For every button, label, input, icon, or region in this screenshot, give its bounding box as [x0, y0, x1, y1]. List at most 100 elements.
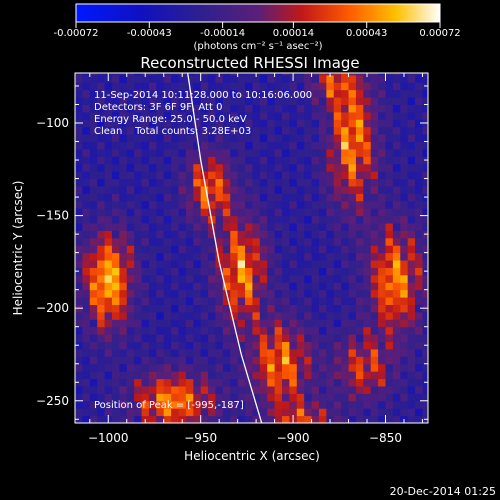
heatmap-cell: [415, 363, 423, 372]
heatmap-cell: [333, 267, 342, 276]
heatmap-cell: [82, 408, 91, 417]
heatmap-cell: [348, 274, 357, 283]
heatmap-cell: [245, 111, 253, 120]
heatmap-cell: [126, 141, 135, 150]
heatmap-cell: [378, 304, 386, 313]
heatmap-cell: [82, 134, 91, 143]
heatmap-cell: [237, 334, 246, 343]
heatmap-cell: [348, 73, 357, 76]
heatmap-cell: [370, 148, 379, 157]
heatmap-cell: [370, 385, 379, 394]
heatmap-cell: [237, 73, 246, 76]
heatmap-cell: [163, 119, 172, 128]
heatmap-cell: [378, 200, 386, 209]
heatmap-cell: [274, 415, 283, 423]
heatmap-cell: [222, 260, 231, 268]
heatmap-cell: [400, 400, 409, 409]
heatmap-cell: [318, 274, 327, 283]
heatmap-cell: [385, 223, 394, 231]
heatmap-cell: [267, 267, 276, 276]
heatmap-cell: [400, 274, 409, 283]
heatmap-cell: [311, 348, 320, 357]
heatmap-cell: [370, 111, 379, 120]
heatmap-cell: [259, 163, 268, 172]
info-line-clean: Clean Total counts: 3.28E+03: [94, 126, 251, 137]
heatmap-cell: [171, 385, 179, 394]
heatmap-cell: [370, 126, 379, 135]
heatmap-cell: [252, 200, 261, 209]
heatmap-cell: [141, 134, 150, 143]
heatmap-cell: [82, 215, 91, 224]
heatmap-cell: [296, 341, 305, 350]
heatmap-cell: [326, 356, 335, 365]
heatmap-cell: [318, 223, 327, 231]
heatmap-cell: [126, 119, 135, 128]
heatmap-cell: [355, 119, 364, 128]
heatmap-cell: [252, 171, 261, 180]
heatmap-cell: [385, 237, 394, 246]
heatmap-cell: [333, 341, 342, 350]
heatmap-cell: [104, 304, 113, 313]
heatmap-cell: [370, 260, 379, 268]
heatmap-cell: [200, 185, 209, 194]
heatmap-cell: [355, 393, 364, 402]
heatmap-cell: [281, 82, 290, 91]
heatmap-cell: [274, 200, 283, 209]
heatmap-cell: [148, 408, 157, 417]
heatmap-cell: [75, 393, 83, 402]
heatmap-cell: [75, 334, 83, 343]
heatmap-cell: [156, 297, 165, 305]
heatmap-cell: [415, 193, 423, 202]
heatmap-cell: [274, 82, 283, 91]
heatmap-cell: [385, 74, 394, 83]
heatmap-cell: [318, 74, 327, 83]
heatmap-cell: [370, 215, 379, 224]
heatmap-cell: [259, 260, 268, 268]
heatmap-cell: [215, 363, 224, 372]
heatmap-cell: [134, 267, 143, 276]
heatmap-cell: [245, 200, 253, 209]
heatmap-cell: [111, 400, 120, 409]
heatmap-cell: [259, 400, 268, 409]
heatmap-cell: [141, 126, 150, 135]
heatmap-cell: [119, 156, 128, 165]
heatmap-cell: [111, 82, 120, 91]
heatmap-cell: [378, 73, 386, 76]
heatmap-cell: [400, 289, 409, 298]
heatmap-cell: [355, 304, 364, 313]
heatmap-cell: [415, 223, 423, 231]
heatmap-cell: [119, 282, 128, 291]
heatmap-cell: [378, 311, 386, 320]
heatmap-cell: [296, 267, 305, 276]
heatmap-cell: [82, 97, 91, 105]
heatmap-cell: [171, 193, 179, 202]
heatmap-cell: [400, 393, 409, 402]
heatmap-cell: [111, 193, 120, 202]
heatmap-cell: [311, 385, 320, 394]
heatmap-cell: [89, 356, 98, 365]
heatmap-cell: [215, 126, 224, 135]
heatmap-cell: [171, 185, 179, 194]
heatmap-cell: [355, 363, 364, 372]
heatmap-cell: [326, 171, 335, 180]
heatmap-cell: [245, 74, 253, 83]
heatmap-cell: [281, 141, 290, 150]
heatmap-cell: [370, 378, 379, 387]
heatmap-cell: [163, 73, 172, 76]
heatmap-cell: [355, 73, 364, 76]
heatmap-cell: [200, 163, 209, 172]
heatmap-cell: [326, 252, 335, 261]
heatmap-cell: [185, 393, 194, 402]
heatmap-cell: [415, 208, 423, 217]
heatmap-cell: [163, 178, 172, 187]
heatmap-cell: [304, 400, 313, 409]
heatmap-cell: [178, 156, 187, 165]
heatmap-cell: [392, 111, 401, 120]
heatmap-cell: [134, 304, 143, 313]
heatmap-cell: [252, 193, 261, 202]
heatmap-cell: [326, 297, 335, 305]
heatmap-cell: [230, 393, 239, 402]
heatmap-cell: [119, 415, 128, 423]
heatmap-cell: [111, 230, 120, 239]
heatmap-cell: [97, 208, 106, 217]
